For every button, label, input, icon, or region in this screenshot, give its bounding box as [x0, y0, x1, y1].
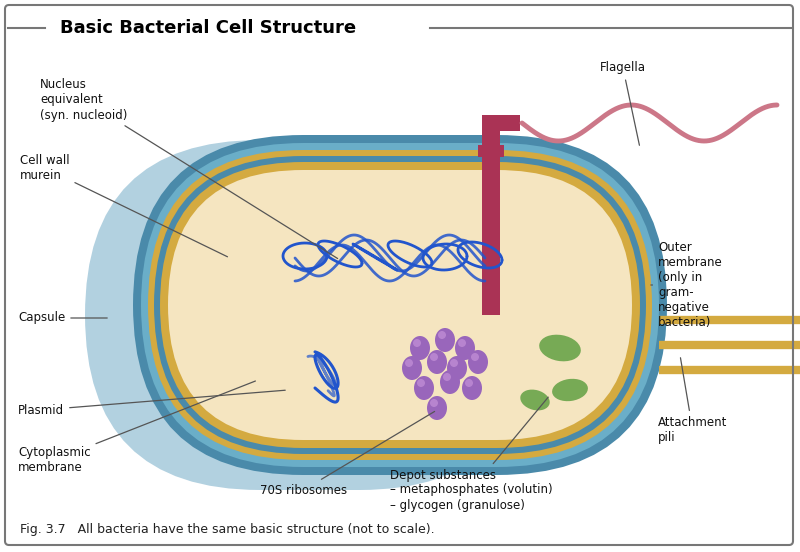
Text: Nucleus
equivalent
(syn. nucleoid): Nucleus equivalent (syn. nucleoid)	[40, 78, 338, 258]
Text: Flagella: Flagella	[600, 61, 646, 145]
Ellipse shape	[552, 379, 588, 401]
Ellipse shape	[539, 335, 581, 362]
Ellipse shape	[413, 339, 421, 347]
Ellipse shape	[471, 353, 479, 361]
FancyBboxPatch shape	[148, 150, 652, 460]
Ellipse shape	[520, 390, 550, 410]
Ellipse shape	[455, 336, 475, 360]
FancyBboxPatch shape	[133, 135, 667, 475]
Ellipse shape	[427, 396, 447, 420]
Text: 70S ribosomes: 70S ribosomes	[260, 411, 434, 496]
Ellipse shape	[435, 328, 455, 352]
Ellipse shape	[450, 359, 458, 367]
Text: Basic Bacterial Cell Structure: Basic Bacterial Cell Structure	[60, 19, 356, 37]
Ellipse shape	[438, 331, 446, 339]
Ellipse shape	[410, 336, 430, 360]
Text: Plasmid: Plasmid	[18, 390, 286, 417]
Text: Depot substances
– metaphosphates (volutin)
– glycogen (granulose): Depot substances – metaphosphates (volut…	[390, 397, 553, 512]
Text: Cytoplasmic
membrane: Cytoplasmic membrane	[18, 381, 255, 474]
Ellipse shape	[458, 339, 466, 347]
Bar	[482, 115, 520, 131]
FancyBboxPatch shape	[160, 162, 640, 448]
Text: Capsule: Capsule	[18, 311, 107, 325]
FancyBboxPatch shape	[85, 140, 535, 490]
Ellipse shape	[414, 376, 434, 400]
Ellipse shape	[417, 379, 425, 387]
Ellipse shape	[468, 350, 488, 374]
Ellipse shape	[430, 399, 438, 407]
Ellipse shape	[430, 353, 438, 361]
Text: Fig. 3.7   All bacteria have the same basic structure (not to scale).: Fig. 3.7 All bacteria have the same basi…	[20, 523, 434, 537]
Text: Attachment
pili: Attachment pili	[658, 358, 727, 444]
Ellipse shape	[465, 379, 473, 387]
Text: Cell wall
murein: Cell wall murein	[20, 154, 227, 257]
Ellipse shape	[462, 376, 482, 400]
Ellipse shape	[402, 356, 422, 380]
Ellipse shape	[427, 350, 447, 374]
Bar	[478, 145, 504, 157]
Bar	[482, 130, 500, 315]
FancyBboxPatch shape	[168, 170, 632, 440]
Ellipse shape	[443, 373, 451, 381]
Ellipse shape	[440, 370, 460, 394]
Ellipse shape	[405, 359, 413, 367]
Ellipse shape	[447, 356, 467, 380]
FancyBboxPatch shape	[141, 143, 659, 467]
FancyBboxPatch shape	[154, 156, 646, 454]
Text: Outer
membrane
(only in
gram-
negative
bacteria): Outer membrane (only in gram- negative b…	[650, 241, 722, 329]
